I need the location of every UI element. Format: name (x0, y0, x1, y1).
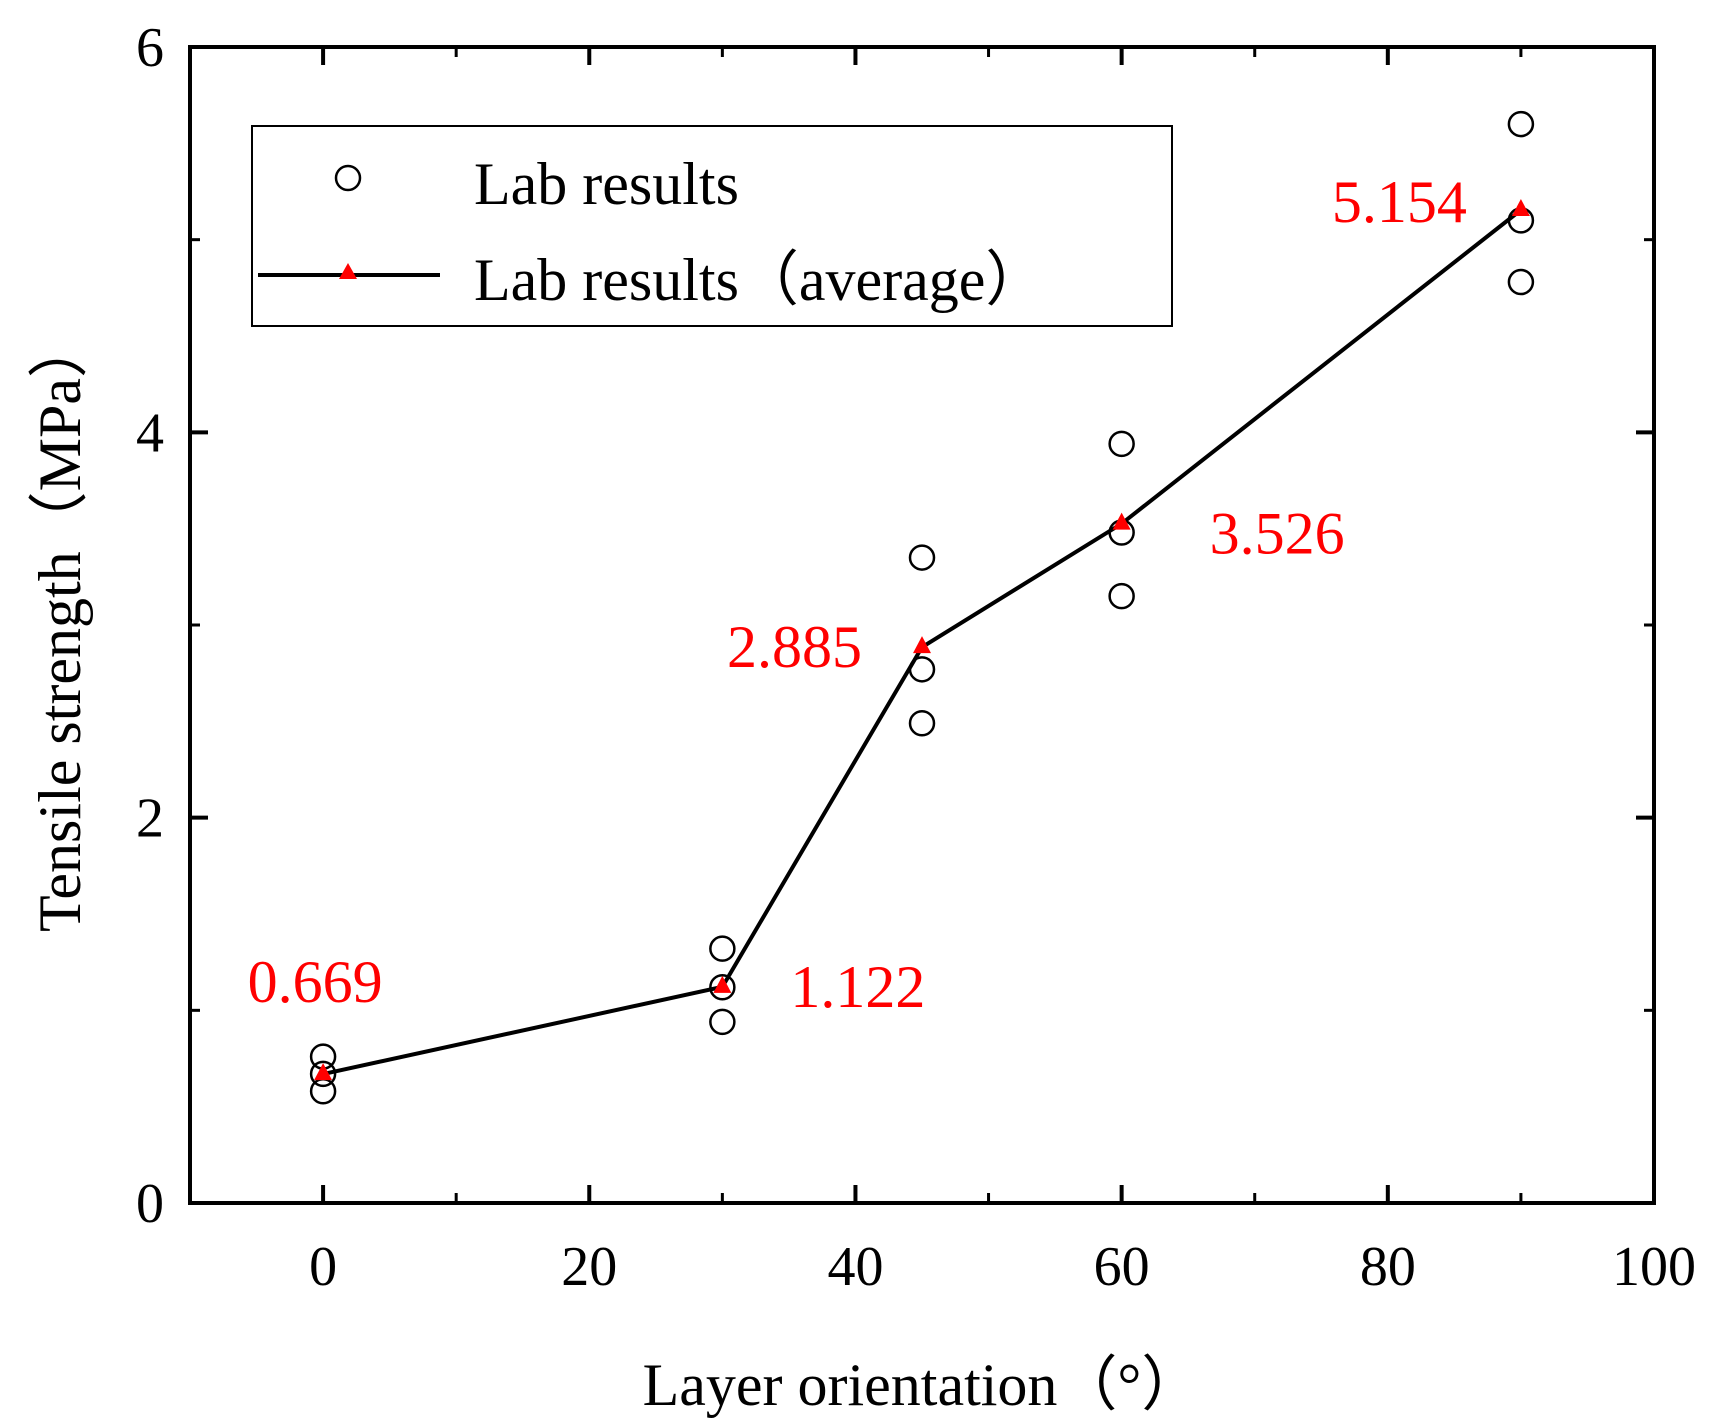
lab-result-point (709, 935, 736, 962)
y-tick-label: 4 (136, 402, 164, 464)
average-point (713, 975, 732, 993)
y-axis-title: Tensile strength（MPa） (27, 318, 93, 932)
lab-result-point (1507, 268, 1535, 296)
x-tick-label: 40 (827, 1236, 883, 1298)
average-point (913, 636, 931, 654)
y-tick-label: 0 (136, 1173, 164, 1235)
average-data-label: 0.669 (248, 949, 383, 1015)
lab-result-point (309, 1060, 337, 1088)
legend: Lab results Lab results（average） (251, 125, 1173, 327)
lab-result-point (1108, 582, 1135, 610)
series-layer (309, 110, 1535, 1105)
x-tick-label: 80 (1360, 1236, 1416, 1298)
average-point (314, 1063, 333, 1081)
data-labels: 0.669 1.122 2.885 3.526 5.154 (248, 169, 1467, 1020)
y-tick-label: 2 (136, 788, 164, 850)
legend-marker-average (339, 263, 357, 279)
lab-result-point (908, 710, 936, 737)
legend-label-lab-results: Lab results (474, 151, 739, 217)
legend-box (251, 125, 1173, 327)
y-tick-label: 6 (136, 17, 164, 79)
lab-result-point (309, 1078, 337, 1105)
x-tick-label: 0 (309, 1236, 337, 1298)
x-ticks: 0 20 40 60 80 100 (188, 47, 1696, 1298)
y-ticks: 0 2 4 6 (136, 17, 1654, 1235)
average-data-label: 5.154 (1332, 169, 1467, 235)
x-tick-label: 60 (1094, 1236, 1150, 1298)
x-axis-title: Layer orientation（°） (643, 1352, 1202, 1418)
average-point (1112, 512, 1131, 530)
lab-result-point (908, 544, 936, 571)
average-data-label: 1.122 (790, 954, 925, 1020)
x-tick-label: 20 (561, 1236, 617, 1298)
x-tick-label: 100 (1612, 1236, 1696, 1298)
lab-result-point (709, 1008, 736, 1036)
legend-label-average: Lab results（average） (474, 247, 1045, 313)
legend-marker-lab-results (334, 164, 362, 192)
lab-result-point (908, 656, 936, 683)
lab-result-point (1108, 430, 1135, 458)
average-data-label: 2.885 (727, 614, 862, 680)
average-point (1511, 198, 1530, 216)
lab-result-point (1507, 110, 1535, 138)
lab-result-point (709, 973, 736, 1001)
average-data-label: 3.526 (1210, 501, 1345, 567)
